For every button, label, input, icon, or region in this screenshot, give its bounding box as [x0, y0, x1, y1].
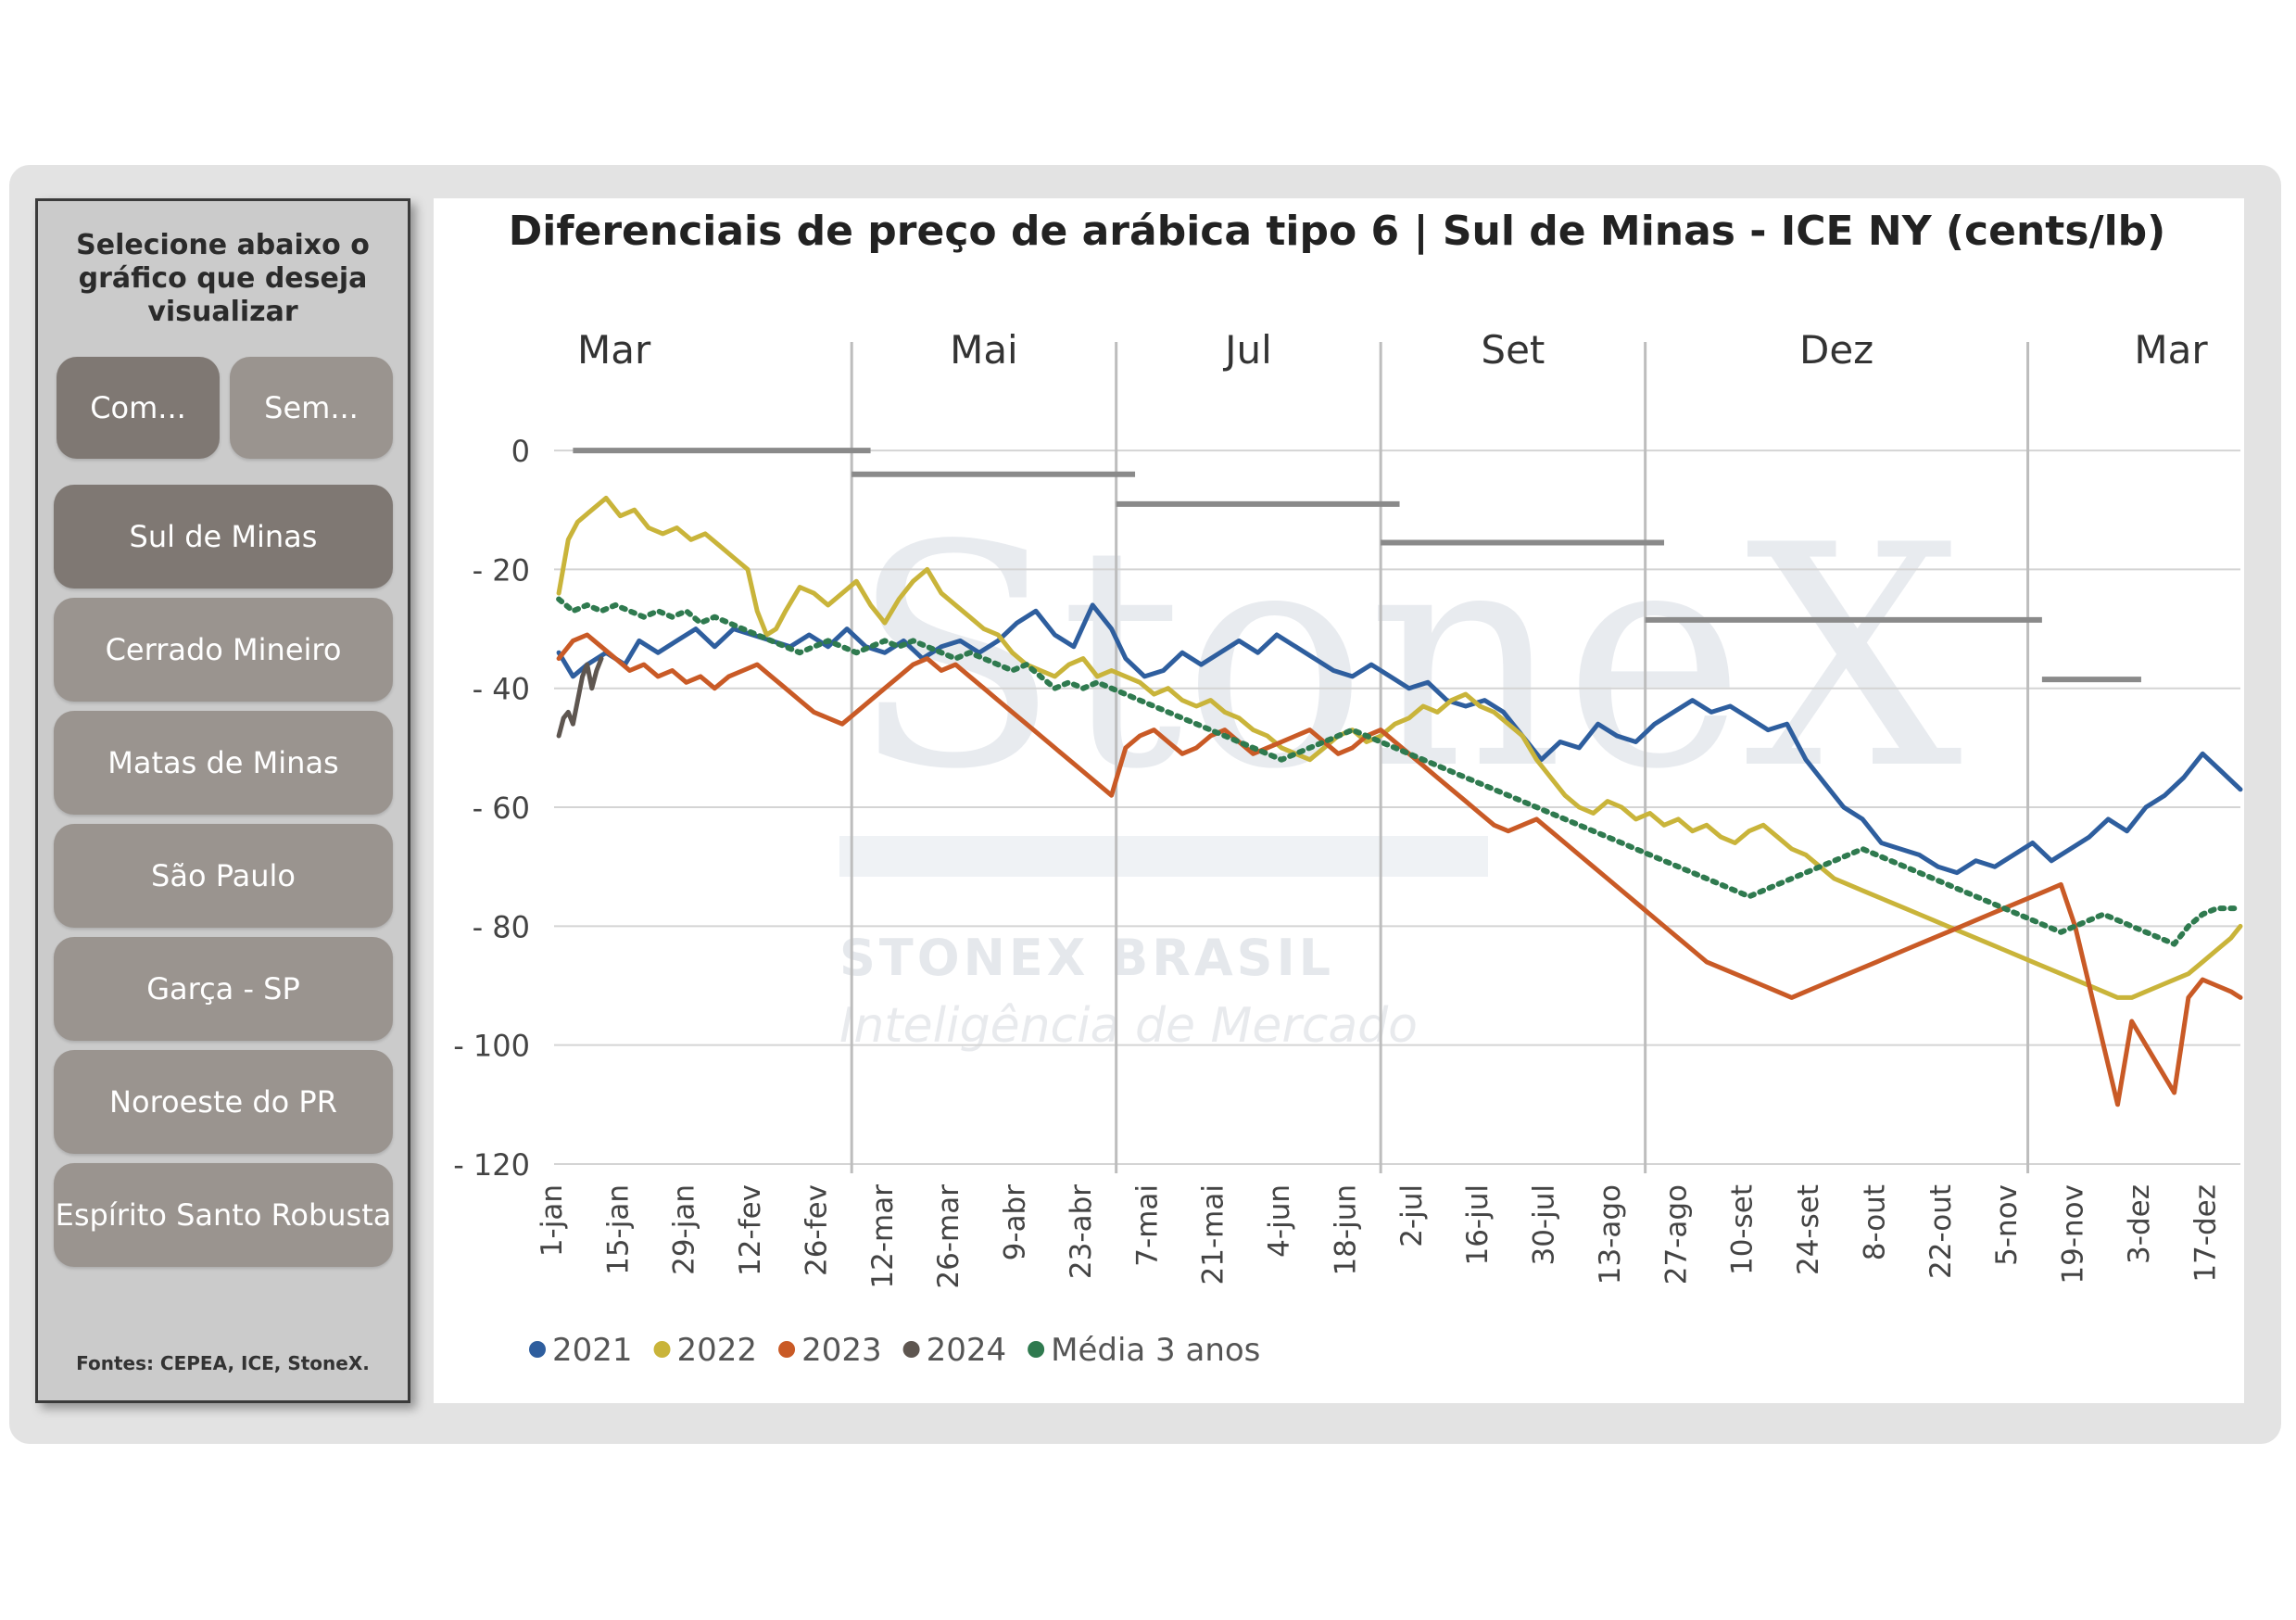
- legend-marker-2023: [778, 1341, 796, 1358]
- y-tick-label: - 100: [453, 1029, 530, 1064]
- sidebar-panel: Selecione abaixo o gráfico que deseja vi…: [35, 198, 410, 1403]
- x-tick-label: 7-mai: [1130, 1184, 1164, 1267]
- chart-axes: 0 - 20 - 40 - 60 - 80 - 100 - 120 Mar Mai Jul Set D…: [453, 327, 2222, 1289]
- series-line-media: [556, 596, 2243, 947]
- x-tick-label: 12-fev: [734, 1184, 767, 1276]
- x-tick-label: 9-abr: [999, 1184, 1032, 1261]
- region-button-cerrado-mineiro[interactable]: Cerrado Mineiro: [54, 598, 393, 702]
- x-tick-label: 3-dez: [2123, 1184, 2156, 1264]
- x-tick-label: 30-jul: [1528, 1184, 1561, 1266]
- legend-marker-media: [1028, 1341, 1045, 1358]
- contract-month-label: Jul: [1222, 327, 1272, 373]
- stonex-watermark: StoneX STONEX BRASIL Inteligência de Mer…: [839, 480, 1964, 1054]
- y-tick-label: - 120: [453, 1147, 530, 1183]
- x-tick-label: 4-jun: [1263, 1184, 1296, 1258]
- region-button-sao-paulo[interactable]: São Paulo: [54, 824, 393, 928]
- x-tick-label: 1-jan: [536, 1184, 569, 1257]
- contract-month-label: Mar: [2134, 327, 2208, 373]
- legend-marker-2022: [653, 1341, 671, 1358]
- x-tick-label: 10-set: [1726, 1184, 1760, 1275]
- x-tick-label: 26-mar: [932, 1184, 965, 1289]
- x-tick-label: 15-jan: [601, 1184, 635, 1275]
- legend-marker-2024: [902, 1341, 920, 1358]
- region-button-noroeste-do-pr[interactable]: Noroeste do PR: [54, 1050, 393, 1154]
- x-tick-label: 19-nov: [2057, 1184, 2090, 1285]
- contract-month-label: Mar: [577, 327, 651, 373]
- y-tick-label: - 80: [473, 909, 530, 944]
- chart-card: Diferenciais de preço de arábica tipo 6 …: [434, 198, 2244, 1403]
- x-tick-label: 5-nov: [1990, 1184, 2024, 1266]
- series-line-2024: [556, 656, 604, 739]
- y-tick-label: - 20: [473, 552, 530, 588]
- x-tick-label: 16-jul: [1461, 1184, 1495, 1266]
- x-tick-label: 12-mar: [866, 1184, 900, 1289]
- reference-lines: [573, 448, 2141, 683]
- contract-month-label: Mai: [950, 327, 1018, 373]
- legend-marker-2021: [529, 1341, 546, 1358]
- series-lines: [556, 495, 2243, 1107]
- chart-title: Diferenciais de preço de arábica tipo 6 …: [509, 208, 2166, 255]
- series-line-2021: [556, 602, 2243, 876]
- x-tick-label: 23-abr: [1065, 1184, 1098, 1279]
- x-tick-label: 17-dez: [2189, 1184, 2222, 1283]
- x-tick-label: 26-fev: [800, 1184, 833, 1276]
- toggle-sem-button[interactable]: Sem...: [230, 357, 393, 459]
- legend-label-2024: 2024: [927, 1332, 1007, 1369]
- contract-month-label: Set: [1481, 327, 1545, 373]
- x-tick-label: 18-jun: [1329, 1184, 1362, 1276]
- region-button-matas-de-minas[interactable]: Matas de Minas: [54, 711, 393, 815]
- x-tick-label: 29-jan: [668, 1184, 701, 1275]
- legend-label-2021: 2021: [552, 1332, 633, 1369]
- y-tick-label: 0: [511, 434, 530, 469]
- toggle-com-button[interactable]: Com...: [57, 357, 220, 459]
- chart-svg: Diferenciais de preço de arábica tipo 6 …: [453, 208, 2243, 1369]
- watermark-line1: STONEX BRASIL: [839, 929, 1334, 987]
- watermark-band: [839, 836, 1488, 877]
- region-button-garca-sp[interactable]: Garça - SP: [54, 937, 393, 1041]
- x-tick-label: 2-jul: [1395, 1184, 1429, 1247]
- y-tick-label: - 40: [473, 672, 530, 707]
- series-line-2022: [556, 495, 2243, 1000]
- x-tick-label: 22-out: [1924, 1184, 1958, 1279]
- legend-label-media: Média 3 anos: [1051, 1332, 1260, 1369]
- region-button-espirito-santo-robusta[interactable]: Espírito Santo Robusta: [54, 1163, 393, 1267]
- x-tick-label: 27-ago: [1659, 1184, 1693, 1285]
- legend-label-2022: 2022: [677, 1332, 758, 1369]
- y-tick-label: - 60: [473, 791, 530, 826]
- watermark-brand: StoneX: [851, 480, 1964, 836]
- region-button-sul-de-minas[interactable]: Sul de Minas: [54, 485, 393, 589]
- x-tick-label: 13-ago: [1594, 1184, 1627, 1285]
- chart-legend: 2021 2022 2023 2024 Média 3 anos: [529, 1332, 1260, 1369]
- sidebar-title: Selecione abaixo o gráfico que deseja vi…: [76, 229, 370, 328]
- x-tick-label: 8-out: [1858, 1184, 1891, 1260]
- x-tick-label: 24-set: [1792, 1184, 1825, 1275]
- series-line-2023: [556, 632, 2243, 1107]
- x-tick-label: 21-mai: [1197, 1184, 1230, 1285]
- contract-month-label: Dez: [1799, 327, 1873, 373]
- sources-note: Fontes: CEPEA, ICE, StoneX.: [76, 1352, 370, 1374]
- legend-label-2023: 2023: [801, 1332, 882, 1369]
